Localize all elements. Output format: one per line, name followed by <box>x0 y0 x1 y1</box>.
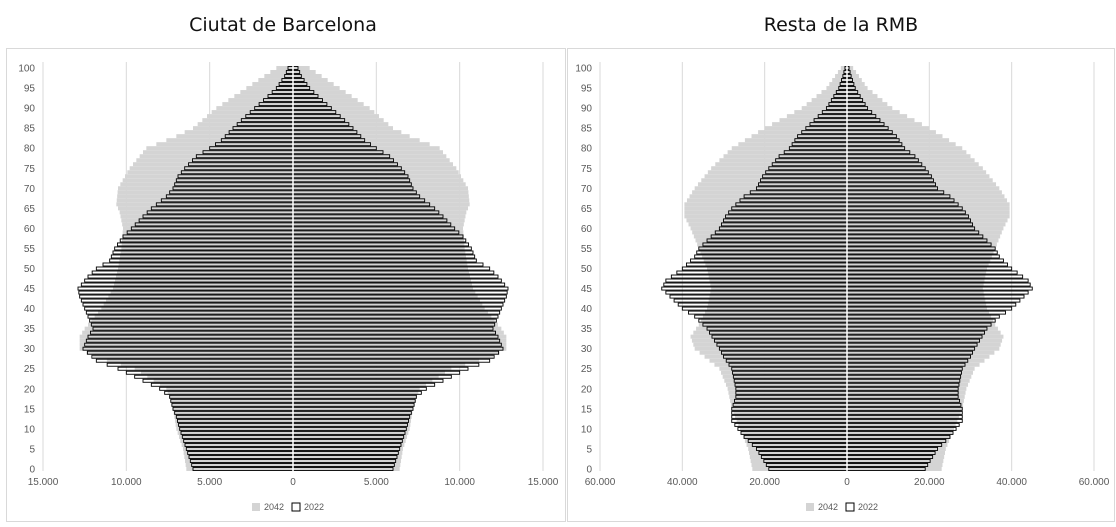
y-tick-label: 30 <box>24 344 36 355</box>
y-tick-label: 70 <box>581 184 593 195</box>
y-tick-label: 40 <box>24 304 36 315</box>
y-tick-label: 65 <box>24 204 36 215</box>
legend-label-2042: 2042 <box>264 502 284 512</box>
y-tick-label: 50 <box>24 264 36 275</box>
y-tick-label: 45 <box>24 284 36 295</box>
y-tick-label: 85 <box>24 124 36 135</box>
y-tick-label: 35 <box>24 324 36 335</box>
y-tick-label: 25 <box>581 364 593 375</box>
legend-label-2022: 2022 <box>304 502 324 512</box>
y-tick-label: 45 <box>581 284 593 295</box>
x-tick-label: 15.000 <box>28 477 59 488</box>
y-tick-label: 75 <box>24 164 36 175</box>
x-tick-label: 10.000 <box>111 477 142 488</box>
y-tick-label: 20 <box>24 384 36 395</box>
chart-panel-resta-rmb: 0 5 10 15 20 25 30 35 40 45 50 55 60 65 70 75 80 85 90 95 10… <box>567 48 1115 522</box>
y-tick-label: 35 <box>581 324 593 335</box>
chart-title-barcelona: Ciutat de Barcelona <box>0 14 566 36</box>
x-tick-label: 10.000 <box>444 477 475 488</box>
y-tick-label: 70 <box>24 184 36 195</box>
y-tick-label: 100 <box>18 64 35 75</box>
y-tick-label: 85 <box>581 124 593 135</box>
y-tick-label: 95 <box>581 84 593 95</box>
y-tick-label: 30 <box>581 344 593 355</box>
y-tick-label: 0 <box>29 464 35 475</box>
y-tick-label: 5 <box>29 444 35 455</box>
legend-swatch-2022 <box>292 503 300 511</box>
y-tick-label: 60 <box>581 224 593 235</box>
y-tick-label: 65 <box>581 204 593 215</box>
x-tick-label: 0 <box>290 477 296 488</box>
x-tick-label: 0 <box>844 477 850 488</box>
y-tick-label: 90 <box>24 104 36 115</box>
y-tick-label: 90 <box>581 104 593 115</box>
y-tick-label: 25 <box>24 364 36 375</box>
y-tick-label: 5 <box>586 444 592 455</box>
y-tick-label: 10 <box>581 424 593 435</box>
x-tick-label: 60.000 <box>585 477 616 488</box>
x-tick-label: 5.000 <box>364 477 389 488</box>
chart-panel-barcelona: 0 5 10 15 20 25 30 35 40 45 50 55 60 65 70 75 80 85 90 95 10… <box>6 48 566 522</box>
pyramid-chart-resta-rmb: 0 5 10 15 20 25 30 35 40 45 50 55 60 65 70 75 80 85 90 95 10… <box>567 48 1115 522</box>
chart-title-resta-rmb: Resta de la RMB <box>566 14 1116 36</box>
legend-label-2022: 2022 <box>858 502 878 512</box>
y-tick-label: 60 <box>24 224 36 235</box>
y-tick-label: 15 <box>24 404 36 415</box>
x-tick-label: 20.000 <box>749 477 780 488</box>
x-tick-label: 5.000 <box>197 477 222 488</box>
x-tick-label: 20.000 <box>914 477 945 488</box>
x-tick-label: 60.000 <box>1079 477 1110 488</box>
y-tick-label: 100 <box>575 64 592 75</box>
y-tick-label: 50 <box>581 264 593 275</box>
y-tick-label: 80 <box>24 144 36 155</box>
legend-label-2042: 2042 <box>818 502 838 512</box>
x-tick-label: 40.000 <box>667 477 698 488</box>
y-tick-label: 55 <box>24 244 36 255</box>
y-tick-label: 10 <box>24 424 36 435</box>
legend-swatch-2022 <box>846 503 854 511</box>
y-tick-label: 95 <box>24 84 36 95</box>
y-tick-label: 40 <box>581 304 593 315</box>
legend-swatch-2042 <box>806 503 814 511</box>
y-tick-label: 75 <box>581 164 593 175</box>
y-tick-label: 0 <box>586 464 592 475</box>
y-tick-label: 55 <box>581 244 593 255</box>
y-tick-label: 80 <box>581 144 593 155</box>
y-tick-label: 20 <box>581 384 593 395</box>
pyramid-chart-barcelona: 0 5 10 15 20 25 30 35 40 45 50 55 60 65 70 75 80 85 90 95 10… <box>6 48 566 522</box>
y-tick-label: 15 <box>581 404 593 415</box>
x-tick-label: 40.000 <box>996 477 1027 488</box>
legend-swatch-2042 <box>252 503 260 511</box>
x-tick-label: 15.000 <box>528 477 559 488</box>
